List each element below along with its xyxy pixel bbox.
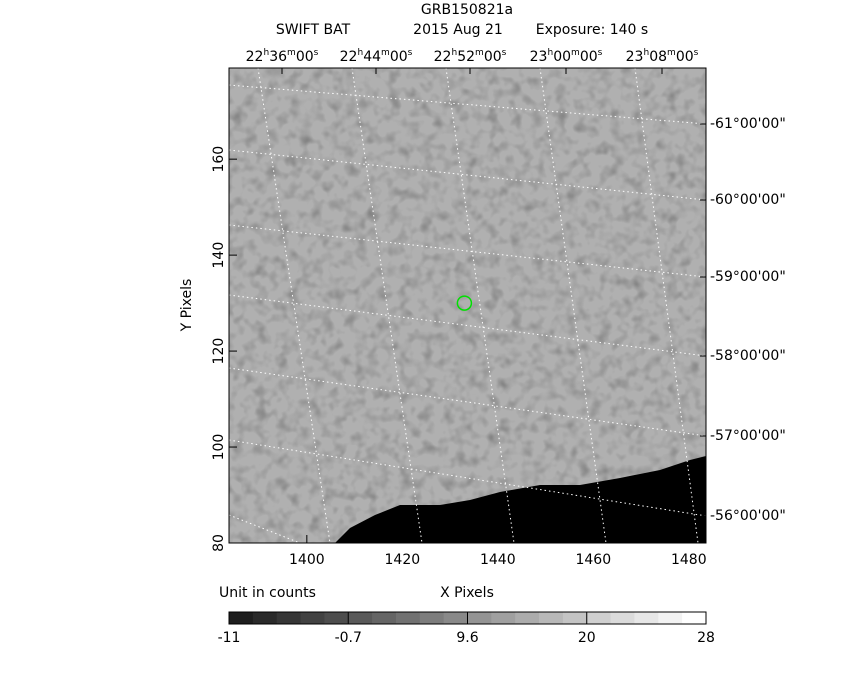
x-tick-label: 1420 <box>385 552 421 568</box>
colorbar-cell <box>610 612 635 624</box>
colorbar-cell <box>276 612 302 624</box>
image <box>229 68 706 543</box>
x-tick-label: 1460 <box>575 552 611 568</box>
x-tick-label: 1400 <box>289 552 325 568</box>
colorbar-cell <box>229 612 254 624</box>
colorbar-cell <box>539 612 564 624</box>
right-tick-label: -58°00'00" <box>710 348 786 364</box>
colorbar-cell <box>467 612 492 624</box>
y-tick-label: 160 <box>211 146 227 173</box>
y-tick-label: 80 <box>211 534 227 552</box>
x-axis-label: X Pixels <box>440 585 494 601</box>
colorbar-cell <box>491 612 516 624</box>
title: GRB150821a <box>421 2 513 18</box>
colorbar-cell <box>252 612 278 624</box>
colorbar-tick-label: 9.6 <box>456 630 478 646</box>
y-axis-label: Y Pixels <box>179 279 195 333</box>
colorbar-tick-label: -11 <box>218 630 241 646</box>
subtitle: 2015 Aug 21 <box>413 22 503 38</box>
colorbar-cell <box>658 612 683 624</box>
y-tick-label: 120 <box>211 338 227 365</box>
colorbar-cell <box>300 612 325 624</box>
colorbar-cell <box>372 612 397 624</box>
right-tick-label: -61°00'00" <box>710 116 786 132</box>
top-tick-label: 22h44m00s <box>340 48 413 66</box>
y-tick-label: 140 <box>211 242 227 269</box>
y-tick-label: 100 <box>211 434 227 461</box>
colorbar-tick-label: -0.7 <box>335 630 362 646</box>
colorbar-cell <box>395 612 421 624</box>
colorbar-tick-label: 28 <box>697 630 715 646</box>
right-tick-label: -56°00'00" <box>710 508 786 524</box>
colorbar-cell <box>634 612 659 624</box>
top-tick-label: 23h08m00s <box>626 48 699 66</box>
top-tick-label: 22h52m00s <box>434 48 507 66</box>
colorbar-cell <box>324 612 349 624</box>
colorbar-cell <box>348 612 373 624</box>
colorbar-cell <box>682 612 707 624</box>
subtitle: Exposure: 140 s <box>536 22 648 38</box>
colorbar-cell <box>515 612 540 624</box>
plot-frame <box>228 67 707 544</box>
right-tick-label: -60°00'00" <box>710 192 786 208</box>
x-tick-label: 1440 <box>480 552 516 568</box>
colorbar-tick-label: 20 <box>578 630 596 646</box>
colorbar-cell <box>586 612 612 624</box>
top-tick-label: 23h00m00s <box>530 48 603 66</box>
x-tick-label: 1480 <box>671 552 707 568</box>
colorbar-cell <box>443 612 468 624</box>
coordinate-grid <box>229 68 706 543</box>
subtitle: SWIFT BAT <box>276 22 351 38</box>
source-marker <box>456 295 473 311</box>
masked-region <box>335 456 706 543</box>
colorbar-cell <box>562 612 588 624</box>
top-tick-label: 22h36m00s <box>246 48 319 66</box>
colorbar-cell <box>419 612 445 624</box>
colorbar-label: Unit in counts <box>219 585 316 601</box>
right-tick-label: -59°00'00" <box>710 269 786 285</box>
right-tick-label: -57°00'00" <box>710 428 786 444</box>
